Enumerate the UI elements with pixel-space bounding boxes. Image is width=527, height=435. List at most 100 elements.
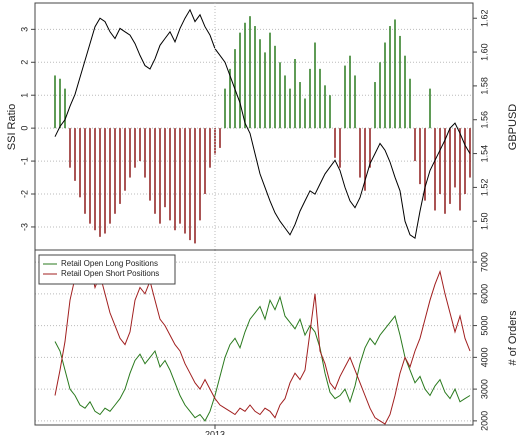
bar bbox=[219, 128, 221, 148]
bar bbox=[54, 75, 56, 129]
bar bbox=[139, 128, 141, 162]
y-tick-label: 1.54 bbox=[479, 145, 489, 163]
bar bbox=[174, 128, 176, 231]
bar bbox=[449, 128, 451, 204]
bar bbox=[279, 62, 281, 129]
bar bbox=[134, 128, 136, 168]
bar bbox=[294, 58, 296, 129]
bar bbox=[454, 128, 456, 188]
bar bbox=[159, 128, 161, 224]
y-tick-label: 2 bbox=[19, 60, 29, 65]
bar bbox=[164, 128, 166, 208]
bar bbox=[144, 128, 146, 178]
y-tick-label: 4000 bbox=[479, 347, 489, 367]
bar bbox=[169, 128, 171, 221]
bar bbox=[209, 128, 211, 168]
y-tick-label: 7000 bbox=[479, 252, 489, 272]
bar bbox=[414, 128, 416, 162]
series-line bbox=[54, 263, 471, 425]
bar bbox=[109, 128, 111, 224]
bar bbox=[74, 128, 76, 181]
y-tick-label: 1.50 bbox=[479, 212, 489, 230]
y-tick-label: 1.58 bbox=[479, 77, 489, 95]
bar bbox=[284, 75, 286, 129]
bar bbox=[189, 128, 191, 241]
price-line bbox=[54, 8, 471, 240]
bar bbox=[264, 52, 266, 129]
bar bbox=[79, 128, 81, 198]
bar bbox=[434, 128, 436, 211]
bar bbox=[194, 128, 196, 244]
bar bbox=[179, 128, 181, 224]
bar bbox=[204, 128, 206, 195]
y-tick-label: 5000 bbox=[479, 316, 489, 336]
series-line bbox=[54, 295, 471, 422]
y-tick-label: 2000 bbox=[479, 411, 489, 431]
y-tick-label: 1 bbox=[19, 93, 29, 98]
x-tick-label: 2013 bbox=[205, 429, 225, 435]
bar bbox=[379, 62, 381, 129]
y-tick-label: 0 bbox=[19, 126, 29, 131]
bar bbox=[149, 128, 151, 201]
y-tick-label: 3 bbox=[19, 27, 29, 32]
bar bbox=[304, 98, 306, 129]
bar bbox=[374, 82, 376, 129]
bar bbox=[269, 32, 271, 129]
bar bbox=[69, 128, 71, 168]
bar bbox=[354, 75, 356, 129]
bar bbox=[104, 128, 106, 234]
bar bbox=[84, 128, 86, 214]
bar bbox=[89, 128, 91, 224]
bar bbox=[324, 85, 326, 129]
y2-axis-title: GBPUSD bbox=[507, 104, 519, 151]
y-tick-label: 6000 bbox=[479, 284, 489, 304]
bar bbox=[334, 128, 336, 158]
bar bbox=[299, 82, 301, 129]
bar bbox=[154, 128, 156, 214]
bar bbox=[239, 32, 241, 129]
legend-label: Retail Open Long Positions bbox=[61, 259, 158, 268]
legend-label: Retail Open Short Positions bbox=[61, 269, 159, 278]
y-tick-label: 3000 bbox=[479, 379, 489, 399]
bar bbox=[224, 88, 226, 129]
bar bbox=[114, 128, 116, 214]
bar bbox=[59, 78, 61, 129]
bar bbox=[404, 55, 406, 129]
bar bbox=[394, 19, 396, 129]
bar bbox=[409, 78, 411, 129]
bar bbox=[64, 88, 66, 129]
bar bbox=[339, 128, 341, 168]
bar bbox=[359, 128, 361, 178]
bar bbox=[124, 128, 126, 191]
bar bbox=[289, 88, 291, 129]
bar bbox=[419, 128, 421, 185]
bar bbox=[199, 128, 201, 221]
bar bbox=[229, 68, 231, 129]
y-axis-title: # of Orders bbox=[507, 310, 519, 366]
bar bbox=[424, 128, 426, 201]
bar bbox=[249, 16, 251, 129]
y-tick-label: 1.62 bbox=[479, 9, 489, 27]
bar bbox=[344, 65, 346, 129]
bar bbox=[254, 26, 256, 129]
y-tick-label: -1 bbox=[19, 157, 29, 165]
y-axis-title: SSI Ratio bbox=[6, 104, 18, 150]
bar bbox=[129, 128, 131, 178]
bar bbox=[439, 128, 441, 195]
y-tick-label: -3 bbox=[19, 223, 29, 231]
bar bbox=[99, 128, 101, 237]
bar bbox=[319, 68, 321, 129]
bar bbox=[429, 88, 431, 129]
bar bbox=[184, 128, 186, 234]
bar bbox=[459, 128, 461, 211]
bar bbox=[369, 128, 371, 168]
bar bbox=[464, 128, 466, 195]
bar bbox=[309, 68, 311, 129]
bar bbox=[244, 22, 246, 129]
y-tick-label: 1.52 bbox=[479, 179, 489, 197]
bar bbox=[94, 128, 96, 231]
bar bbox=[349, 55, 351, 129]
bar bbox=[384, 42, 386, 129]
y-tick-label: 1.56 bbox=[479, 111, 489, 129]
